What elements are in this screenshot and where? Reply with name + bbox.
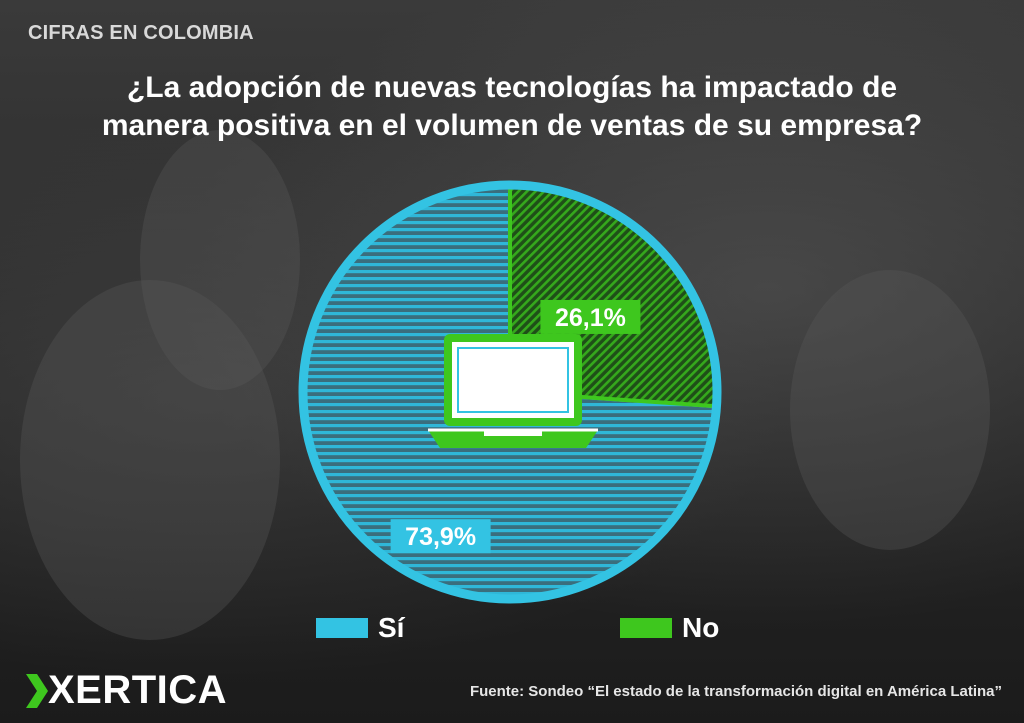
legend-item-si: Sí <box>316 612 404 644</box>
pie-rim <box>298 180 722 604</box>
data-label-si: 73,9% <box>390 519 491 554</box>
background-figure <box>20 280 280 640</box>
chart-title-line-2: manera positiva en el volumen de ventas … <box>101 109 923 142</box>
legend-label-no: No <box>682 612 720 643</box>
source-note: Fuente: Sondeo “El estado de la transfor… <box>469 683 1002 700</box>
svg-text:26,1%: 26,1% <box>555 304 626 332</box>
chart-title-line-1: ¿La adopción de nuevas tecnologías ha im… <box>126 71 898 104</box>
svg-text:73,9%: 73,9% <box>405 523 476 551</box>
kicker-label: CIFRAS EN COLOMBIA <box>28 22 254 44</box>
legend-swatch-no <box>620 618 672 638</box>
legend-swatch-si <box>316 618 368 638</box>
logo-text: XERTICA <box>48 668 228 712</box>
pie-chart: 73,9% 26,1% <box>298 180 722 604</box>
legend-item-no: No <box>620 612 719 644</box>
background-figure <box>790 270 990 550</box>
chevron-logo-icon <box>26 673 48 708</box>
laptop-icon <box>428 334 598 448</box>
legend-label-si: Sí <box>378 612 405 643</box>
background-figure <box>140 130 300 390</box>
xertica-logo: XERTICA <box>26 668 227 713</box>
data-label-no: 26,1% <box>540 299 641 334</box>
